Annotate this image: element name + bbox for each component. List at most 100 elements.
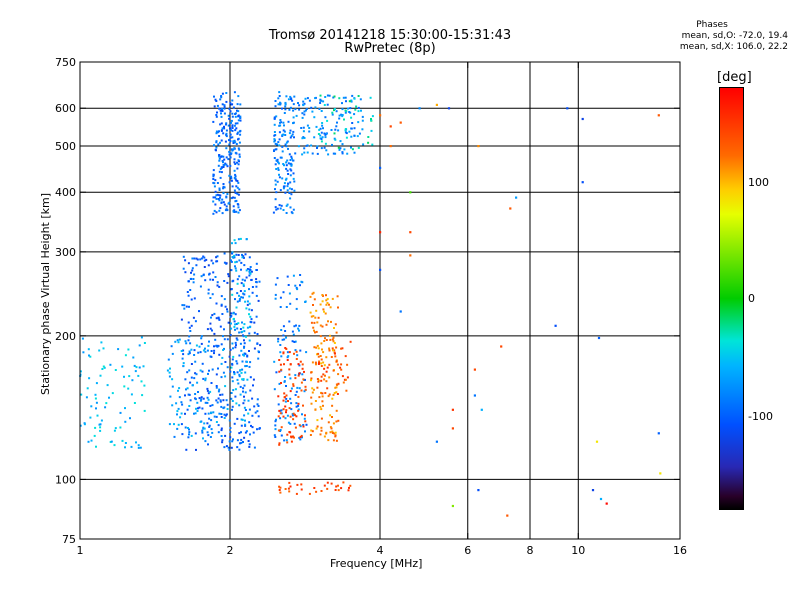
data-point (130, 393, 133, 396)
data-point (238, 299, 241, 302)
data-point (180, 318, 183, 321)
data-point (217, 367, 219, 370)
data-point (281, 145, 284, 148)
data-point (325, 380, 328, 383)
data-point (357, 106, 360, 109)
data-point (279, 207, 282, 210)
data-point (244, 352, 247, 355)
data-point (331, 338, 334, 341)
data-point (196, 410, 199, 412)
data-point (349, 340, 352, 343)
data-point (215, 140, 218, 143)
data-point (241, 418, 244, 421)
data-point (282, 133, 285, 136)
data-point (304, 430, 306, 433)
data-point (235, 269, 238, 272)
data-point (196, 258, 199, 261)
data-point (248, 365, 251, 368)
data-point (137, 444, 140, 447)
data-point (249, 315, 252, 318)
data-point (243, 384, 246, 387)
data-point (308, 130, 311, 133)
data-point (335, 409, 338, 412)
data-point (234, 261, 237, 264)
data-point (288, 351, 291, 354)
data-point (279, 344, 282, 346)
data-point (225, 195, 228, 198)
data-point (326, 298, 329, 300)
data-point (435, 440, 438, 443)
data-point (228, 150, 231, 153)
data-point (292, 130, 295, 133)
data-point (322, 373, 325, 376)
data-point (341, 152, 344, 155)
data-point (337, 306, 339, 309)
data-point (304, 97, 307, 100)
data-point (326, 366, 329, 369)
data-point (289, 363, 292, 366)
chart-title: Tromsø 20141218 15:30:00-15:31:43 (268, 28, 512, 43)
data-point (320, 429, 323, 432)
data-point (226, 408, 229, 410)
data-point (273, 134, 276, 137)
data-point (309, 434, 312, 436)
data-point (350, 99, 353, 102)
data-point (339, 147, 342, 150)
data-point (234, 388, 237, 391)
data-point (234, 346, 237, 349)
data-point (225, 413, 228, 416)
data-point (228, 355, 231, 358)
data-point (228, 143, 231, 146)
data-point (207, 412, 210, 415)
data-point (353, 151, 356, 154)
data-point (114, 427, 117, 430)
data-point (100, 341, 103, 344)
data-point (297, 408, 300, 411)
data-point (288, 192, 291, 194)
y-tick-label: 600 (55, 102, 76, 115)
data-point (229, 430, 232, 433)
data-point (234, 395, 237, 398)
data-point (279, 102, 282, 105)
data-point (225, 122, 228, 125)
data-point (177, 423, 180, 426)
data-point (451, 427, 454, 430)
data-point (289, 181, 292, 184)
data-point (230, 322, 232, 325)
data-point (213, 95, 215, 98)
y-tick-label: 300 (55, 246, 76, 259)
x-tick-label: 6 (464, 544, 471, 557)
data-point (299, 284, 301, 287)
data-point (286, 351, 289, 354)
data-point (284, 376, 287, 378)
data-point (110, 440, 113, 443)
data-point (278, 443, 281, 446)
data-point (317, 133, 320, 135)
data-point (236, 131, 239, 134)
data-point (243, 399, 246, 402)
data-point (335, 110, 338, 113)
data-point (223, 203, 226, 206)
data-point (339, 366, 342, 369)
data-point (328, 94, 331, 97)
data-point (369, 96, 372, 99)
data-point (221, 313, 224, 315)
colorbar-tick-label: -100 (748, 410, 773, 423)
data-point (276, 180, 279, 183)
data-point (256, 398, 259, 401)
data-point (274, 436, 277, 438)
data-point (318, 108, 321, 110)
data-point (280, 329, 283, 331)
data-point (295, 492, 298, 495)
data-point (243, 342, 246, 345)
data-point (274, 428, 277, 431)
data-point (231, 115, 234, 118)
data-point (133, 364, 136, 367)
data-point (228, 117, 231, 120)
data-point (336, 363, 339, 366)
data-point (515, 196, 518, 199)
data-point (217, 431, 220, 434)
data-point (234, 163, 237, 165)
data-point (342, 96, 345, 99)
x-tick-label: 10 (571, 544, 585, 557)
